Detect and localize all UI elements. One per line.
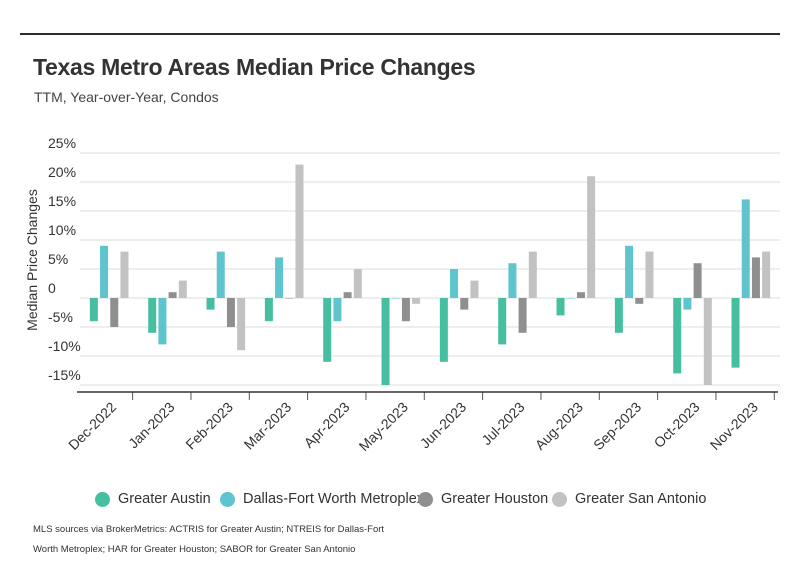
- bar-dallas-fort-worth-metroplex: [391, 298, 400, 299]
- bar-greater-austin: [439, 298, 448, 362]
- x-tick-label: Jul-2023: [478, 399, 527, 448]
- bar-greater-houston: [343, 292, 352, 298]
- bar-greater-san-antonio: [528, 251, 537, 298]
- bar-dallas-fort-worth-metroplex: [333, 298, 342, 322]
- y-tick-label: 20%: [48, 164, 76, 180]
- bar-dallas-fort-worth-metroplex: [566, 298, 575, 299]
- x-tick-label: Dec-2022: [65, 399, 119, 453]
- bar-greater-san-antonio: [703, 298, 712, 385]
- legend-item: Greater Houston: [418, 486, 548, 512]
- bar-dallas-fort-worth-metroplex: [741, 199, 750, 298]
- legend-label: Greater Austin: [118, 491, 211, 507]
- legend-item: Greater Austin: [95, 486, 211, 512]
- bar-greater-austin: [673, 298, 682, 374]
- x-tick-label: Feb-2023: [182, 399, 236, 453]
- bar-greater-san-antonio: [762, 251, 771, 298]
- y-tick-label: -10%: [48, 338, 81, 354]
- bar-greater-san-antonio: [587, 176, 596, 298]
- legend-item: Dallas-Fort Worth Metroplex: [220, 486, 424, 512]
- bar-greater-houston: [285, 298, 294, 299]
- bar-chart: 25% 20% 15% 10% 5% 0 -5% -10% -15% Median Price C…: [24, 135, 780, 454]
- bar-greater-austin: [148, 298, 157, 333]
- bar-greater-austin: [206, 298, 215, 310]
- x-tick-label: Apr-2023: [301, 399, 353, 451]
- bar-greater-austin: [264, 298, 273, 322]
- y-tick-label: 15%: [48, 193, 76, 209]
- bar-greater-houston: [518, 298, 527, 333]
- bar-dallas-fort-worth-metroplex: [450, 269, 459, 298]
- bar-dallas-fort-worth-metroplex: [158, 298, 167, 345]
- y-tick-label: -15%: [48, 367, 81, 383]
- y-tick-label: 5%: [48, 251, 68, 267]
- y-tick-label: 0: [48, 280, 56, 296]
- legend-swatch: [418, 491, 433, 507]
- top-rule: [20, 33, 780, 35]
- x-tick-label: Oct-2023: [651, 399, 703, 451]
- y-tick-label: -5%: [48, 309, 73, 325]
- bar-greater-san-antonio: [178, 280, 187, 298]
- legend-item: Greater San Antonio: [552, 486, 706, 512]
- chart-legend: Greater Austin Dallas-Fort Worth Metrople…: [0, 486, 799, 514]
- legend-label: Greater San Antonio: [575, 491, 707, 507]
- bar-dallas-fort-worth-metroplex: [508, 263, 517, 298]
- bar-greater-san-antonio: [645, 251, 654, 298]
- bar-greater-houston: [460, 298, 469, 310]
- y-axis-title: Median Price Changes: [24, 189, 40, 331]
- bar-greater-houston: [751, 257, 760, 298]
- bar-dallas-fort-worth-metroplex: [625, 245, 634, 298]
- bar-greater-austin: [381, 298, 390, 385]
- bar-greater-houston: [635, 298, 644, 304]
- bar-greater-austin: [89, 298, 98, 322]
- bar-greater-houston: [110, 298, 119, 327]
- bar-dallas-fort-worth-metroplex: [683, 298, 692, 310]
- bar-dallas-fort-worth-metroplex: [216, 251, 225, 298]
- bar-greater-san-antonio: [470, 280, 479, 298]
- bar-greater-san-antonio: [237, 298, 246, 351]
- bar-greater-san-antonio: [120, 251, 129, 298]
- x-tick-label: Sep-2023: [590, 399, 644, 453]
- x-tick-label: Jun-2023: [417, 399, 470, 452]
- bar-greater-san-antonio: [412, 298, 421, 304]
- legend-label: Greater Houston: [441, 491, 549, 507]
- bar-dallas-fort-worth-metroplex: [100, 245, 109, 298]
- footnote-line-2: Worth Metroplex; HAR for Greater Houston…: [33, 544, 356, 555]
- y-tick-label: 10%: [48, 222, 76, 238]
- footnote-line-1: MLS sources via BrokerMetrics: ACTRIS fo…: [33, 524, 385, 535]
- bar-greater-austin: [556, 298, 565, 316]
- bar-greater-san-antonio: [353, 269, 362, 298]
- bar-greater-austin: [731, 298, 740, 368]
- chart-subtitle: TTM, Year-over-Year, Condos: [34, 89, 219, 105]
- legend-swatch: [220, 491, 235, 507]
- bar-dallas-fort-worth-metroplex: [275, 257, 284, 298]
- y-tick-label: 25%: [48, 135, 76, 151]
- bar-greater-houston: [168, 292, 177, 298]
- bar-greater-houston: [226, 298, 235, 327]
- x-tick-label: Jan-2023: [125, 399, 178, 452]
- x-tick-label: Nov-2023: [707, 399, 761, 453]
- legend-swatch: [552, 491, 567, 507]
- bar-greater-san-antonio: [295, 164, 304, 298]
- bar-greater-houston: [576, 292, 585, 298]
- bar-greater-austin: [498, 298, 507, 345]
- x-tick-label: Mar-2023: [241, 399, 295, 453]
- legend-swatch: [95, 491, 110, 507]
- legend-label: Dallas-Fort Worth Metroplex: [243, 491, 425, 507]
- bar-greater-houston: [693, 263, 702, 298]
- bar-greater-austin: [323, 298, 332, 362]
- bar-greater-austin: [614, 298, 623, 333]
- x-tick-label: Aug-2023: [532, 399, 586, 453]
- bar-greater-houston: [401, 298, 410, 322]
- chart-title: Texas Metro Areas Median Price Changes: [33, 54, 476, 80]
- x-tick-label: May-2023: [356, 399, 411, 454]
